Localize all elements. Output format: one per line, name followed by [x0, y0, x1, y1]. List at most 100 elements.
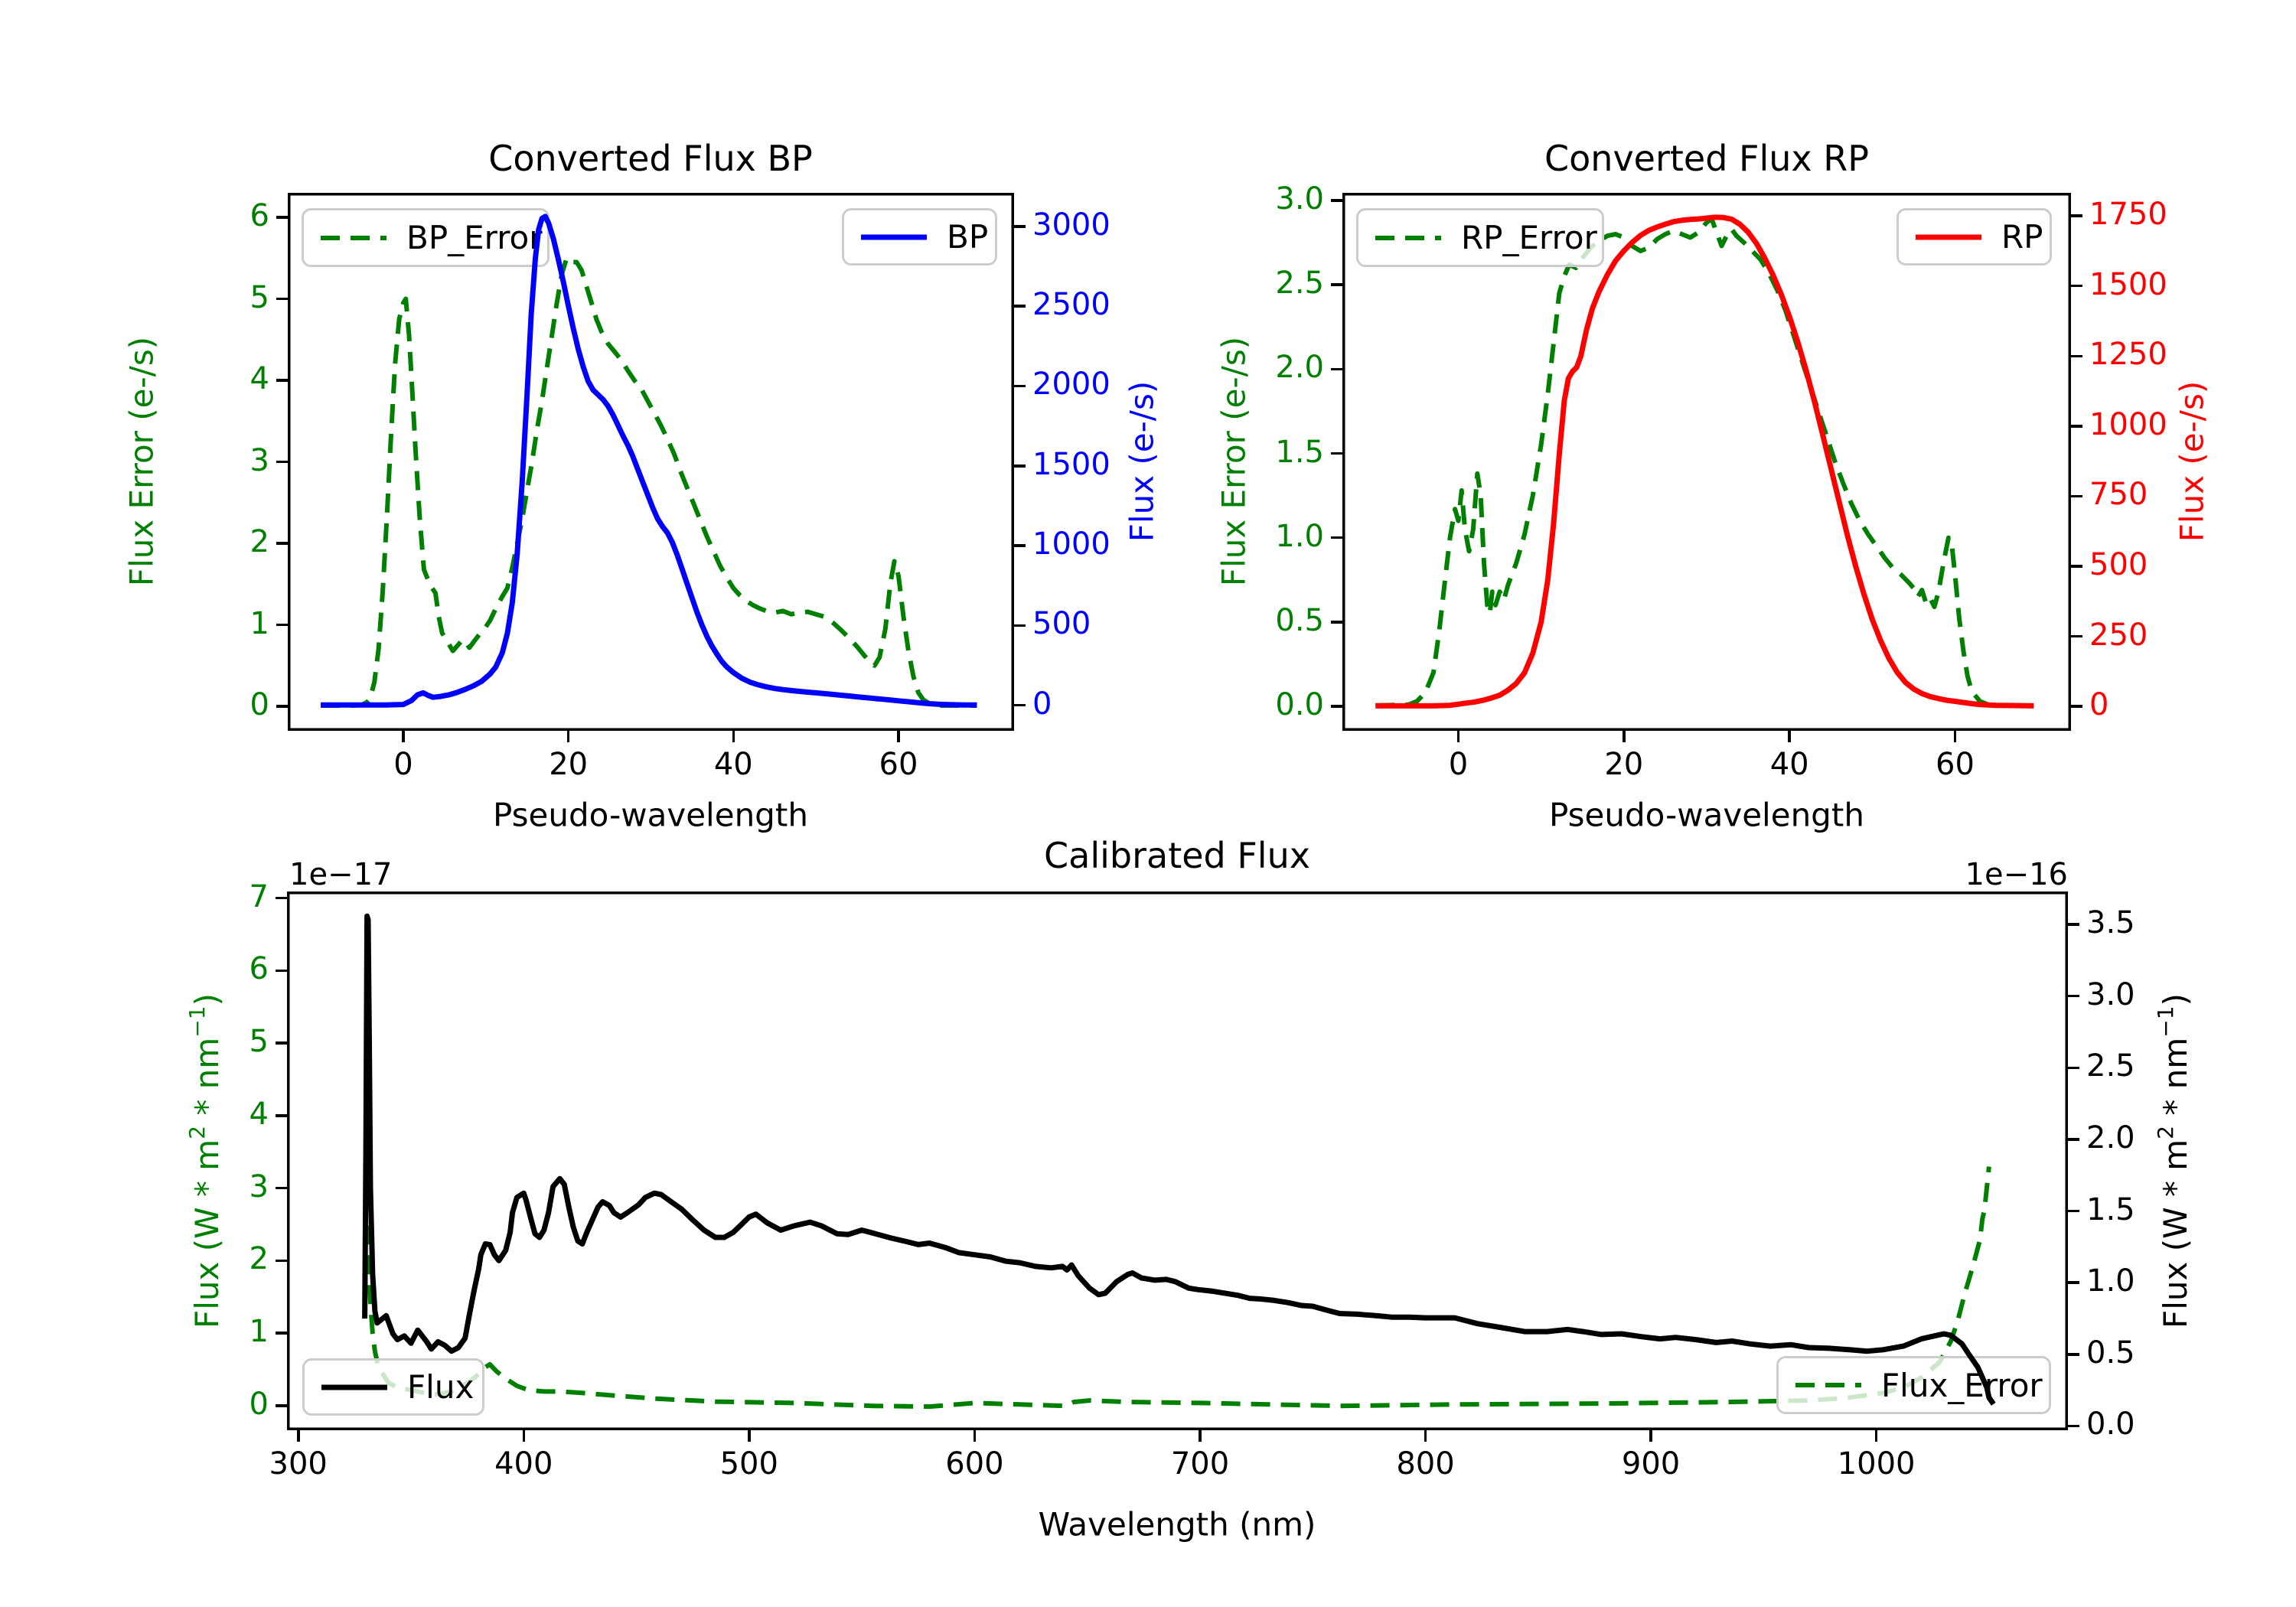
y-tick-mark: [276, 297, 288, 301]
y-tick-mark: [2068, 1138, 2079, 1141]
y-tick-label: 7: [249, 878, 269, 914]
y-tick-label: 0.5: [1275, 602, 1324, 638]
y-tick-mark: [276, 1259, 287, 1262]
y-tick-label: 1.0: [2086, 1263, 2135, 1299]
right-axis-offset-text: 1e−16: [1965, 857, 2068, 892]
x-tick-mark: [1623, 731, 1626, 742]
flux-curve: [362, 913, 1996, 1406]
flux-error-legend: Flux_Error: [1776, 1356, 2051, 1414]
plot-2-spines: [287, 892, 2068, 1430]
bp-legend: BP: [842, 208, 997, 266]
y-tick-label: 4: [249, 1096, 269, 1132]
y-tick-mark: [2068, 1424, 2079, 1428]
y-tick-mark: [276, 705, 288, 708]
x-tick-mark: [1199, 1430, 1202, 1442]
flux-legend-label: Flux: [407, 1368, 475, 1406]
plot-2-flux-curve-layer: [287, 892, 2068, 1430]
y-tick-mark: [1014, 624, 1026, 627]
left-axis-offset-text: 1e−17: [289, 857, 393, 892]
y-tick-mark: [276, 1186, 287, 1190]
plot-1-spines: [1342, 193, 2071, 731]
y-tick-mark: [2068, 1066, 2079, 1069]
y-tick-label: 2.0: [1275, 350, 1324, 386]
x-tick-mark: [1424, 1430, 1427, 1442]
y-tick-mark: [2071, 494, 2082, 498]
y-tick-label: 5: [249, 279, 269, 315]
bp-curve: [321, 214, 977, 708]
bp-error-legend: BP_Error: [302, 208, 550, 267]
y-tick-mark: [2071, 284, 2082, 288]
plot-0-flux-curve-layer: [288, 193, 1014, 731]
y-tick-label: 0: [249, 687, 269, 722]
x-tick-label: 20: [1604, 747, 1644, 782]
calibrated-plot-title: Calibrated Flux: [1044, 835, 1310, 876]
y-tick-mark: [276, 460, 288, 464]
y-tick-mark: [2068, 994, 2079, 998]
y-tick-mark: [1014, 225, 1026, 228]
flux-legend: Flux: [302, 1358, 484, 1416]
calibrated-left-yaxis-label: Flux (W * m2 * nm−1): [184, 993, 226, 1328]
y-tick-mark: [1331, 283, 1342, 286]
bp-right-yaxis-label: Flux (e-/s): [1123, 380, 1161, 543]
y-tick-mark: [1014, 384, 1026, 388]
x-tick-label: 0: [393, 747, 413, 782]
rp-legend: RP: [1896, 208, 2052, 266]
x-tick-mark: [1788, 731, 1791, 742]
y-tick-label: 250: [2089, 617, 2148, 653]
y-tick-mark: [276, 216, 288, 219]
x-tick-mark: [297, 1430, 300, 1442]
y-tick-mark: [276, 379, 288, 382]
x-tick-label: 500: [719, 1446, 778, 1482]
y-tick-mark: [1014, 703, 1026, 707]
rp-curve: [1375, 214, 2034, 709]
y-tick-mark: [276, 542, 288, 545]
y-tick-mark: [276, 1404, 287, 1407]
y-tick-label: 3.5: [2086, 905, 2135, 941]
x-tick-mark: [1874, 1430, 1878, 1442]
y-tick-mark: [276, 623, 288, 627]
y-tick-label: 1000: [2089, 406, 2167, 442]
y-tick-label: 1750: [2089, 197, 2167, 232]
y-tick-mark: [276, 896, 287, 900]
y-tick-label: 5: [249, 1024, 269, 1059]
y-tick-mark: [2071, 354, 2082, 357]
x-tick-mark: [1649, 1430, 1652, 1442]
rp-legend-label: RP: [2001, 218, 2043, 256]
x-tick-mark: [1953, 731, 1957, 742]
x-tick-label: 1000: [1837, 1446, 1916, 1482]
y-tick-mark: [1331, 451, 1342, 455]
y-tick-label: 1250: [2089, 337, 2167, 373]
flux-legend-sample-line: [321, 1384, 387, 1390]
rp-left-yaxis-label: Flux Error (e-/s): [1215, 336, 1253, 587]
y-tick-label: 2.5: [1275, 266, 1324, 302]
rp-right-yaxis-label: Flux (e-/s): [2173, 380, 2211, 543]
y-tick-label: 2000: [1032, 367, 1110, 403]
y-tick-label: 0.5: [2086, 1335, 2135, 1371]
y-tick-mark: [1331, 536, 1342, 539]
x-tick-mark: [732, 731, 735, 742]
y-tick-mark: [276, 1114, 287, 1117]
y-tick-label: 1000: [1032, 526, 1110, 562]
axes-plot-1: RP_Error RP: [1342, 193, 2071, 731]
y-tick-mark: [2068, 1353, 2079, 1356]
y-tick-label: 0: [1032, 686, 1052, 722]
y-tick-label: 3000: [1032, 207, 1110, 243]
y-tick-label: 3: [249, 442, 269, 478]
y-tick-mark: [2068, 1281, 2079, 1284]
y-tick-label: 0.0: [1275, 687, 1324, 722]
y-tick-label: 750: [2089, 477, 2148, 513]
bp-error-curve: [321, 256, 977, 708]
y-tick-label: 3.0: [1275, 181, 1324, 217]
y-tick-mark: [276, 1041, 287, 1045]
y-tick-mark: [2068, 1209, 2079, 1213]
x-tick-label: 700: [1170, 1446, 1230, 1482]
y-tick-label: 2500: [1032, 287, 1110, 323]
y-tick-mark: [1331, 367, 1342, 370]
y-tick-mark: [2071, 214, 2082, 217]
y-tick-label: 1500: [1032, 446, 1110, 482]
x-tick-label: 60: [879, 747, 918, 782]
y-tick-label: 0.0: [2086, 1407, 2135, 1442]
y-tick-label: 6: [249, 198, 269, 233]
x-tick-label: 600: [945, 1446, 1004, 1482]
